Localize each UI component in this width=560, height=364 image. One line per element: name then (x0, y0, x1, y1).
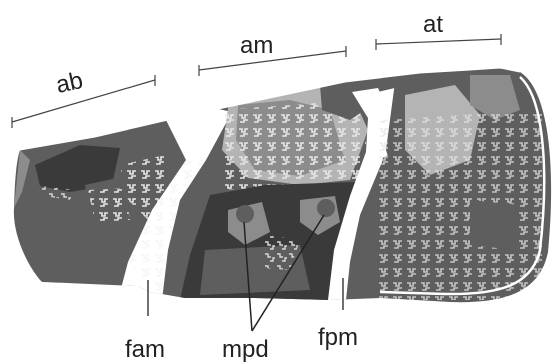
label-mpd: mpd (222, 336, 269, 363)
scale-bar-ab (11, 75, 156, 128)
mpd-pointer-line-left (243, 221, 253, 332)
label-at: at (423, 11, 443, 38)
mpd-pointer-line-right (251, 214, 325, 332)
scale-bar-at (375, 34, 502, 50)
label-am: am (240, 32, 273, 59)
label-fpm: fpm (318, 324, 358, 351)
label-ab: ab (54, 67, 86, 99)
wing (13, 67, 552, 303)
scale-bar-am (198, 46, 347, 76)
label-fam: fam (125, 336, 165, 363)
